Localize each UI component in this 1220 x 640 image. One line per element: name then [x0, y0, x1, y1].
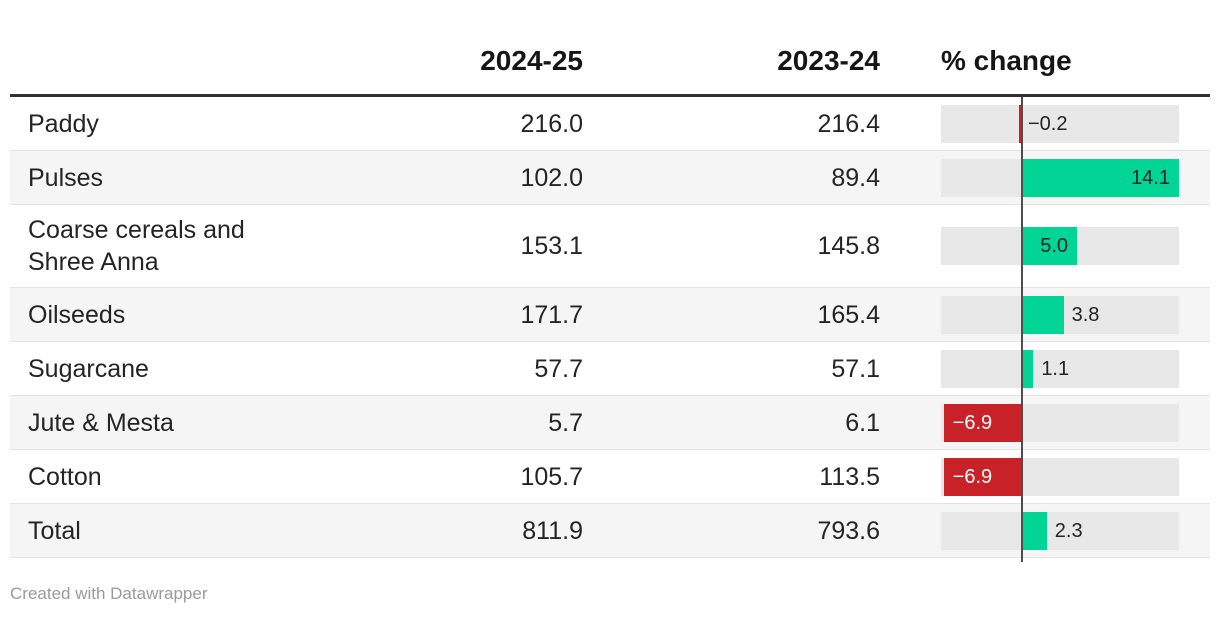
change-bar-cell: 5.0 [880, 205, 1210, 287]
value-2023-24: 145.8 [817, 232, 880, 260]
value-2023-24: 6.1 [845, 408, 880, 437]
value-2023-24: 165.4 [817, 300, 880, 329]
header-label-column [10, 77, 360, 94]
value-2024-25: 5.7 [548, 408, 583, 437]
table-body: Paddy 216.0 216.4 −0.2 Pulses 102.0 89.4 14.1 Co… [10, 97, 1210, 562]
table-row: Sugarcane 57.7 57.1 1.1 [10, 342, 1210, 396]
row-label: Pulses [28, 163, 104, 192]
value-2024-25: 811.9 [522, 516, 583, 545]
zero-axis-line [1021, 97, 1023, 562]
row-label: Sugarcane [28, 354, 149, 383]
change-value-label: −0.2 [1028, 112, 1068, 135]
bar-track: 3.8 [941, 295, 1179, 334]
table-row: Coarse cereals and Shree Anna 153.1 145.8 5… [10, 205, 1210, 288]
table-row: Jute & Mesta 5.7 6.1 −6.9 [10, 396, 1210, 450]
bar-track: 5.0 [941, 227, 1179, 265]
bar-track: −6.9 [941, 457, 1179, 496]
value-2024-25: 105.7 [520, 462, 583, 491]
change-bar-cell: 2.3 [880, 504, 1210, 557]
value-2023-24: 89.4 [831, 163, 880, 192]
chart-footer: Created with Datawrapper [10, 584, 1210, 604]
positive-change-bar [1021, 511, 1047, 550]
negative-change-bar [943, 457, 1021, 496]
change-bar-cell: −6.9 [880, 450, 1210, 503]
row-label: Jute & Mesta [28, 408, 174, 437]
change-value-label: 5.0 [1040, 235, 1069, 257]
row-label: Cotton [28, 462, 102, 491]
change-bar-cell: 1.1 [880, 342, 1210, 395]
bar-track: −6.9 [941, 403, 1179, 442]
change-bar-cell: −6.9 [880, 396, 1210, 449]
table-row: Total 811.9 793.6 2.3 [10, 504, 1210, 558]
positive-change-bar [1021, 227, 1078, 265]
header-percent-change: % change [941, 45, 1072, 76]
value-2023-24: 216.4 [817, 109, 880, 138]
row-label: Paddy [28, 109, 99, 138]
value-2024-25: 171.7 [520, 300, 583, 329]
positive-change-bar [1021, 349, 1034, 388]
table-header: 2024-25 2023-24 % change [10, 0, 1210, 97]
change-value-label: −6.9 [952, 465, 993, 488]
value-2024-25: 57.7 [534, 354, 583, 383]
change-value-label: 14.1 [1131, 166, 1170, 189]
bar-track: −0.2 [941, 104, 1179, 143]
negative-change-bar [943, 403, 1021, 442]
change-bar-cell: 3.8 [880, 288, 1210, 341]
row-label: Coarse cereals and Shree Anna [28, 216, 245, 276]
value-2024-25: 153.1 [520, 232, 583, 260]
header-2024-25: 2024-25 [480, 45, 583, 76]
positive-change-bar [1021, 158, 1179, 197]
table-row: Pulses 102.0 89.4 14.1 [10, 151, 1210, 205]
datawrapper-credit-link[interactable]: Created with Datawrapper [10, 584, 208, 603]
change-value-label: 3.8 [1071, 303, 1100, 326]
change-bar-cell: −0.2 [880, 97, 1210, 150]
value-2024-25: 216.0 [520, 109, 583, 138]
positive-change-bar [1021, 295, 1064, 334]
negative-change-bar [1018, 104, 1021, 143]
header-2023-24: 2023-24 [777, 45, 880, 76]
change-value-label: 1.1 [1041, 357, 1070, 380]
value-2023-24: 57.1 [831, 354, 880, 383]
change-value-label: 2.3 [1054, 519, 1083, 542]
row-label: Oilseeds [28, 300, 126, 329]
table-row: Cotton 105.7 113.5 −6.9 [10, 450, 1210, 504]
value-2024-25: 102.0 [520, 163, 583, 192]
value-2023-24: 793.6 [817, 516, 880, 545]
change-bar-cell: 14.1 [880, 151, 1210, 204]
bar-track: 14.1 [941, 158, 1179, 197]
value-2023-24: 113.5 [819, 462, 880, 491]
bar-track: 2.3 [941, 511, 1179, 550]
table-row: Paddy 216.0 216.4 −0.2 [10, 97, 1210, 151]
table-row: Oilseeds 171.7 165.4 3.8 [10, 288, 1210, 342]
bar-track: 1.1 [941, 349, 1179, 388]
change-value-label: −6.9 [952, 411, 993, 434]
row-label: Total [28, 516, 81, 545]
